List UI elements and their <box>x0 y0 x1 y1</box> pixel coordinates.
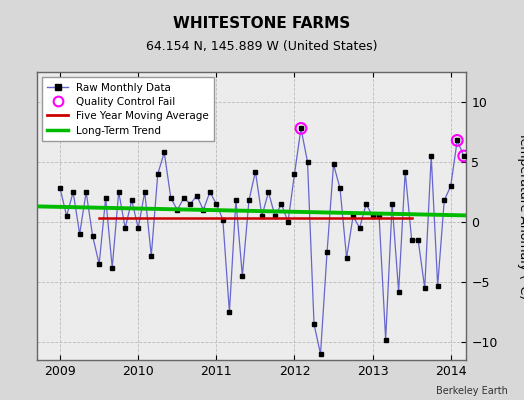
Point <box>460 153 468 159</box>
Text: Berkeley Earth: Berkeley Earth <box>436 386 508 396</box>
Y-axis label: Temperature Anomaly (°C): Temperature Anomaly (°C) <box>517 132 524 300</box>
Text: 64.154 N, 145.889 W (United States): 64.154 N, 145.889 W (United States) <box>146 40 378 53</box>
Legend: Raw Monthly Data, Quality Control Fail, Five Year Moving Average, Long-Term Tren: Raw Monthly Data, Quality Control Fail, … <box>42 77 214 141</box>
Point <box>297 125 305 132</box>
Point <box>453 137 462 144</box>
Text: WHITESTONE FARMS: WHITESTONE FARMS <box>173 16 351 31</box>
